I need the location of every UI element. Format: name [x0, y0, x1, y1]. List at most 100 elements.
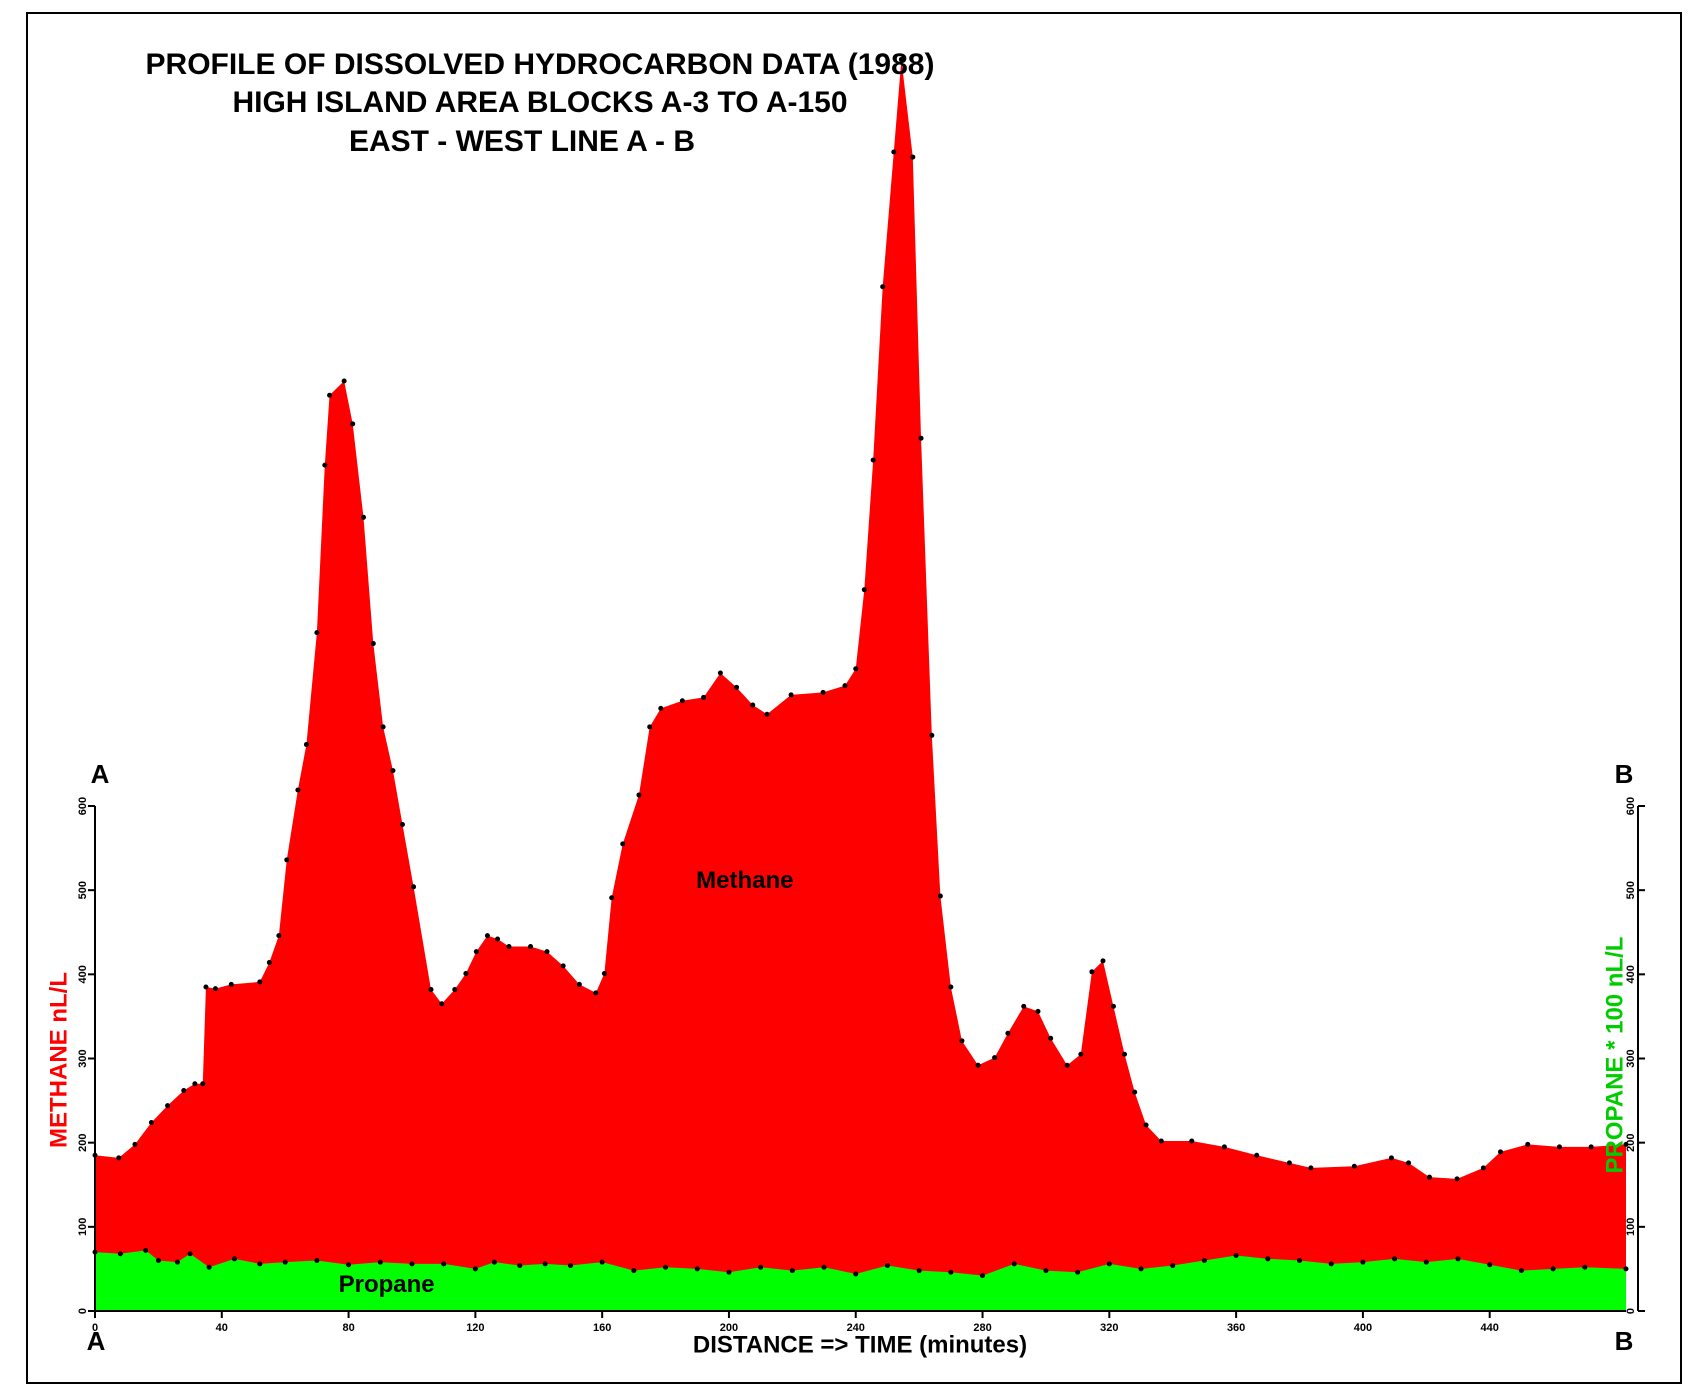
- data-point: [620, 841, 626, 847]
- data-point: [452, 986, 458, 992]
- data-point: [1388, 1155, 1394, 1161]
- data-point: [764, 711, 770, 717]
- data-point: [322, 462, 328, 468]
- data-point: [231, 1256, 237, 1262]
- data-point: [350, 421, 356, 427]
- data-point: [1480, 1165, 1486, 1171]
- data-point: [853, 666, 859, 672]
- data-point: [266, 960, 272, 966]
- data-point: [959, 1038, 965, 1044]
- data-point: [1623, 1141, 1629, 1147]
- data-point: [341, 378, 347, 384]
- data-point: [148, 1119, 154, 1125]
- data-point: [884, 1263, 890, 1269]
- annotation: Propane: [339, 1271, 435, 1298]
- data-point: [916, 1268, 922, 1274]
- data-point: [506, 944, 512, 950]
- data-point: [428, 986, 434, 992]
- data-point: [1265, 1256, 1271, 1262]
- data-point: [870, 457, 876, 463]
- data-point: [1064, 1062, 1070, 1068]
- data-point: [174, 1259, 180, 1265]
- data-point: [1100, 958, 1106, 964]
- data-point: [360, 514, 366, 520]
- y2-tick-label: 500: [1625, 881, 1637, 899]
- data-point: [937, 893, 943, 899]
- data-point: [647, 724, 653, 730]
- data-point: [200, 1081, 206, 1087]
- data-point: [788, 692, 794, 698]
- data-point: [853, 1271, 859, 1277]
- data-point: [1497, 1149, 1503, 1155]
- data-point: [980, 1273, 986, 1279]
- data-point: [495, 936, 501, 942]
- data-point: [975, 1062, 981, 1068]
- data-point: [1189, 1138, 1195, 1144]
- y-tick-label: 600: [77, 797, 89, 815]
- data-point: [517, 1263, 523, 1269]
- data-point: [663, 1264, 669, 1270]
- data-point: [1201, 1258, 1207, 1263]
- x-tick-label: 200: [720, 1322, 738, 1334]
- point-label: A: [91, 759, 110, 789]
- data-point: [314, 1258, 320, 1263]
- data-point: [1328, 1261, 1334, 1267]
- title-line: PROFILE OF DISSOLVED HYDROCARBON DATA (1…: [146, 48, 935, 81]
- area: [95, 1250, 1626, 1311]
- data-point: [1454, 1176, 1460, 1182]
- x-tick-label: 400: [1354, 1322, 1372, 1334]
- data-point: [861, 587, 867, 593]
- data-point: [187, 1251, 193, 1257]
- data-point: [1426, 1174, 1432, 1180]
- data-point: [898, 56, 904, 62]
- y2-tick-label: 300: [1625, 1049, 1637, 1067]
- data-point: [918, 435, 924, 441]
- y-tick-label: 300: [77, 1049, 89, 1067]
- x-tick-label: 40: [216, 1322, 228, 1334]
- data-point: [1089, 969, 1095, 975]
- data-point: [1406, 1160, 1412, 1166]
- data-point: [1158, 1138, 1164, 1144]
- y-axis-label: METHANE nL/L: [45, 972, 72, 1148]
- data-point: [1518, 1268, 1524, 1274]
- data-point: [567, 1263, 573, 1269]
- x-tick-label: 0: [92, 1322, 98, 1334]
- data-point: [1254, 1152, 1260, 1158]
- x-tick-label: 280: [973, 1322, 991, 1334]
- y2-tick-label: 200: [1625, 1133, 1637, 1151]
- data-point: [390, 768, 396, 774]
- data-point: [284, 857, 290, 863]
- data-point: [560, 963, 566, 969]
- y-tick-label: 100: [77, 1218, 89, 1236]
- data-point: [789, 1268, 795, 1274]
- data-point: [631, 1268, 637, 1274]
- frame: [26, 12, 1682, 1384]
- point-label: A: [87, 1326, 106, 1356]
- data-point: [1221, 1144, 1227, 1150]
- data-point: [276, 933, 282, 939]
- data-point: [750, 702, 756, 708]
- title-line: HIGH ISLAND AREA BLOCKS A-3 TO A-150: [232, 86, 847, 119]
- data-point: [542, 1261, 548, 1267]
- data-point: [821, 1264, 827, 1270]
- data-point: [116, 1155, 122, 1161]
- y2-tick-label: 0: [1625, 1308, 1637, 1314]
- data-point: [181, 1087, 187, 1093]
- data-point: [228, 981, 234, 987]
- data-point: [1138, 1266, 1144, 1272]
- data-point: [1035, 1008, 1041, 1014]
- area: [95, 59, 1626, 1312]
- data-point: [992, 1055, 998, 1061]
- point-label: B: [1615, 759, 1634, 789]
- x-tick-label: 120: [466, 1322, 484, 1334]
- data-point: [1392, 1256, 1398, 1262]
- data-point: [117, 1251, 123, 1257]
- data-point: [1075, 1269, 1081, 1275]
- data-point: [1110, 1003, 1116, 1009]
- y-tick-label: 0: [77, 1308, 89, 1314]
- data-point: [694, 1266, 700, 1272]
- point-label: B: [1615, 1326, 1634, 1356]
- y2-tick-label: 600: [1625, 797, 1637, 815]
- x-tick-label: 80: [342, 1322, 354, 1334]
- data-point: [1525, 1141, 1531, 1147]
